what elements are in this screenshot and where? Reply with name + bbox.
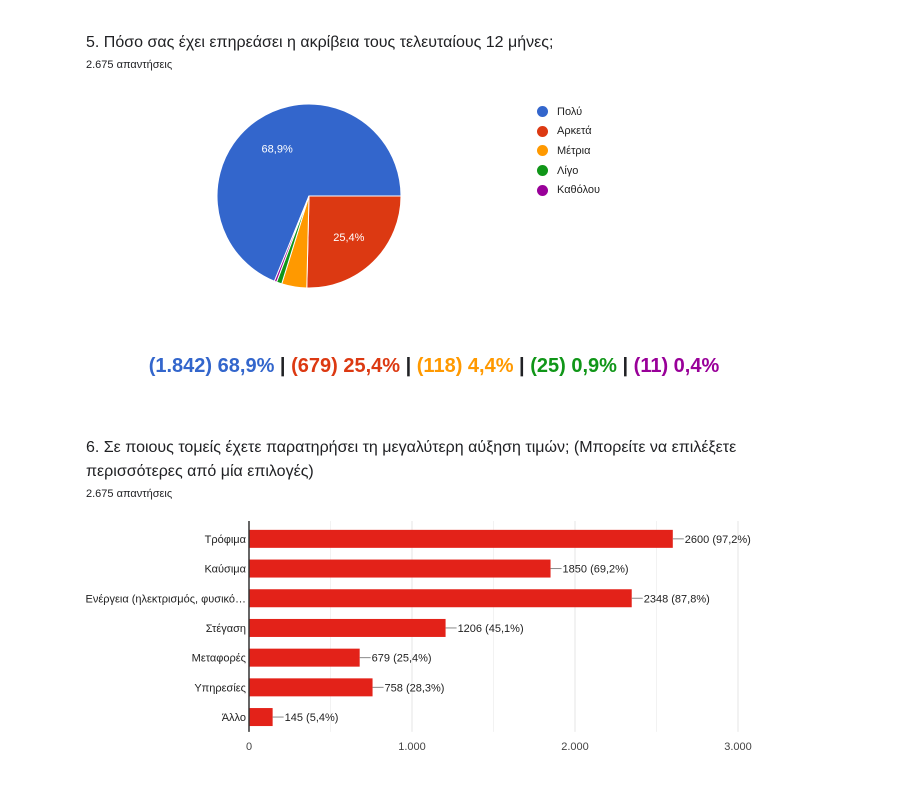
summary-separator: | <box>616 355 634 377</box>
bar <box>249 678 373 697</box>
question-5-title: 5. Πόσο σας έχει επηρεάσει η ακρίβεια το… <box>86 34 554 51</box>
bar-data-label: 1850 (69,2%) <box>563 564 629 576</box>
question-6-title-line-1: 6. Σε ποιους τομείς έχετε παρατηρήσει τη… <box>86 439 737 456</box>
x-tick-label: 3.000 <box>724 741 752 753</box>
legend-swatch <box>537 145 548 157</box>
bar <box>249 529 673 548</box>
y-category-label: Άλλο <box>222 712 246 724</box>
bar <box>249 618 446 637</box>
bar-data-label: 145 (5,4%) <box>285 712 339 724</box>
pie-slice-arketa <box>306 195 402 289</box>
y-category-label: Τρόφιμα <box>205 534 247 546</box>
bar-data-label: 2348 (87,8%) <box>644 593 710 605</box>
pie-slice-label-arketa: 25,4% <box>333 232 364 244</box>
y-category-label: Μεταφορές <box>192 653 246 665</box>
y-category-label: Υπηρεσίες <box>194 682 246 694</box>
legend-swatch <box>537 106 548 118</box>
legend-swatch <box>537 165 548 177</box>
legend-swatch <box>537 184 548 196</box>
bar <box>249 708 273 727</box>
summary-item: (679) 25,4% <box>291 355 401 377</box>
legend-swatch <box>537 125 548 137</box>
bar <box>249 648 360 667</box>
pie-chart: 68,9% 25,4% <box>216 103 402 289</box>
bar-data-label: 1206 (45,1%) <box>458 623 524 635</box>
summary-item: (25) 0,9% <box>530 355 617 377</box>
pie-legend: Πολύ Αρκετά Μέτρια Λίγο Καθόλου <box>537 102 600 200</box>
pie-slice-label-polu: 68,9% <box>262 144 293 156</box>
question-6-title: 6. Σε ποιους τομείς έχετε παρατηρήσει τη… <box>86 436 846 484</box>
x-tick-label: 0 <box>246 741 252 753</box>
legend-item-katholou: Καθόλου <box>537 180 600 200</box>
summary-separator: | <box>400 355 417 377</box>
bar-data-label: 2600 (97,2%) <box>685 534 751 546</box>
summary-separator: | <box>513 355 531 377</box>
legend-item-polu: Πολύ <box>537 102 600 122</box>
y-category-label: Ενέργεια (ηλεκτρισμός, φυσικό… <box>85 593 246 605</box>
y-category-label: Στέγαση <box>206 623 246 635</box>
legend-item-ligo: Λίγο <box>537 161 600 181</box>
summary-separator: | <box>274 355 292 377</box>
bar <box>249 589 632 608</box>
y-category-label: Καύσιμα <box>204 564 246 576</box>
legend-item-metria: Μέτρια <box>537 141 600 161</box>
question-5-response-count: 2.675 απαντήσεις <box>86 59 173 71</box>
bar-data-label: 679 (25,4%) <box>372 653 432 665</box>
bar <box>249 559 551 578</box>
legend-label: Αρκετά <box>557 125 592 138</box>
legend-item-arketa: Αρκετά <box>537 122 600 142</box>
x-tick-label: 2.000 <box>561 741 589 753</box>
summary-line: (1.842) 68,9% | (679) 25,4% | (118) 4,4%… <box>0 355 868 378</box>
legend-label: Μέτρια <box>557 144 591 157</box>
legend-label: Λίγο <box>557 164 579 177</box>
legend-label: Καθόλου <box>557 184 601 197</box>
summary-item: (118) 4,4% <box>416 355 514 377</box>
bar-data-label: 758 (28,3%) <box>385 682 445 694</box>
x-tick-label: 1.000 <box>398 741 426 753</box>
pie-slice-katholou <box>273 195 310 283</box>
bar-chart: 0 1.000 2.000 3.000 Τρόφιμα 2600 (97,2%) Καύσι… <box>85 521 752 753</box>
summary-item: (1.842) 68,9% <box>148 355 275 377</box>
question-6-title-line-2: περισσότερες από μία επιλογές) <box>86 463 314 480</box>
pie-slice-polu <box>216 103 402 282</box>
legend-label: Πολύ <box>557 105 583 118</box>
summary-item: (11) 0,4% <box>633 355 720 377</box>
question-6-response-count: 2.675 απαντήσεις <box>86 488 173 500</box>
